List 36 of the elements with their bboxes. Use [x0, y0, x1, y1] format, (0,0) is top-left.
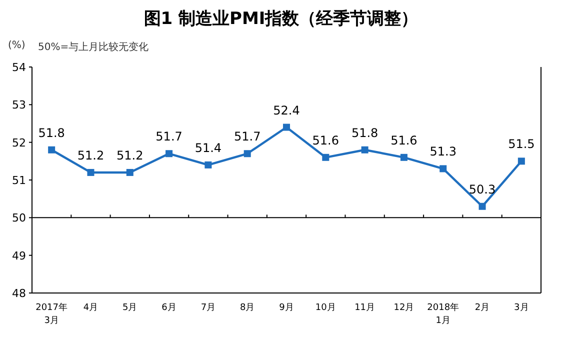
data-label: 52.4	[273, 103, 300, 118]
x-tick-label: 11月	[354, 303, 376, 313]
x-tick-label: 2018年 1月	[427, 302, 460, 326]
x-tick-label: 2017年 3月	[36, 302, 68, 326]
x-tick-label: 7月	[200, 303, 216, 313]
y-axis-title: (%)	[8, 40, 26, 51]
data-label: 50.3	[468, 182, 496, 196]
x-tick-label: 3月	[514, 303, 529, 313]
data-label: 51.6	[312, 133, 340, 148]
data-label: 51.8	[351, 126, 378, 140]
chart-title: 图1 制造业PMI指数（经季节调整）	[144, 9, 418, 29]
y-tick-label: 54	[12, 61, 26, 74]
x-tick-label: 2月	[474, 303, 490, 313]
y-tick-label: 53	[12, 98, 26, 112]
y-tick-label: 51	[12, 174, 26, 187]
x-tick-label: 4月	[83, 303, 98, 313]
x-tick-label: 5月	[122, 303, 138, 313]
data-label: 51.2	[77, 148, 104, 162]
data-label: 51.8	[38, 126, 65, 140]
data-label: 51.2	[116, 148, 144, 162]
x-tick-label: 6月	[162, 303, 176, 313]
x-tick-label: 9月	[279, 303, 294, 313]
data-label: 51.5	[508, 137, 535, 152]
y-tick-label: 52	[12, 136, 26, 150]
y-tick-label: 49	[12, 249, 26, 262]
data-label: 51.7	[156, 130, 182, 144]
y-tick-label: 48	[12, 287, 26, 300]
data-label: 51.7	[234, 130, 261, 144]
x-tick-label: 12月	[394, 303, 414, 313]
y-tick-label: 50	[12, 212, 26, 225]
x-tick-label: 10月	[315, 303, 336, 313]
data-label: 51.4	[194, 140, 222, 155]
x-tick-label: 8月	[240, 303, 255, 313]
data-label: 51.3	[430, 144, 456, 159]
data-label: 51.6	[390, 133, 418, 148]
text: 50%=与上月比较无变化	[38, 41, 149, 53]
